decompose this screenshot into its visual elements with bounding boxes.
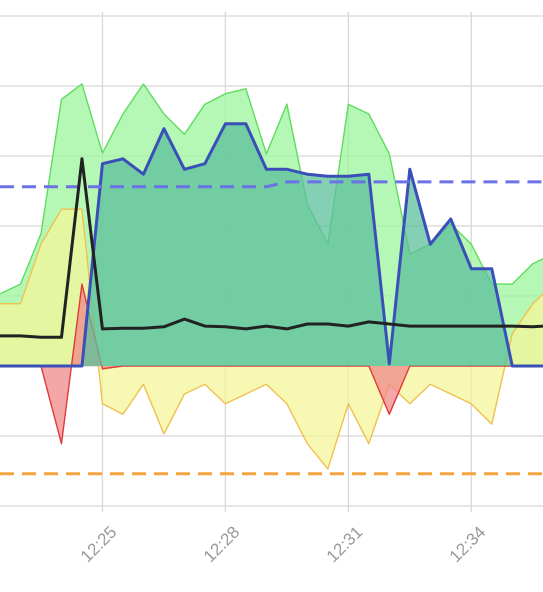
- area-fill: [0, 123, 543, 366]
- x-tick-label: 12:28: [200, 523, 244, 567]
- x-tick-label: 12:31: [323, 523, 367, 567]
- area-fill: [0, 209, 543, 469]
- series-line: [0, 122, 543, 368]
- dashed-line: [0, 180, 543, 189]
- x-tick-label: 12:34: [446, 523, 490, 567]
- x-tick-label: 12:25: [77, 523, 121, 567]
- series-line: [0, 83, 543, 295]
- series-line: [0, 157, 543, 339]
